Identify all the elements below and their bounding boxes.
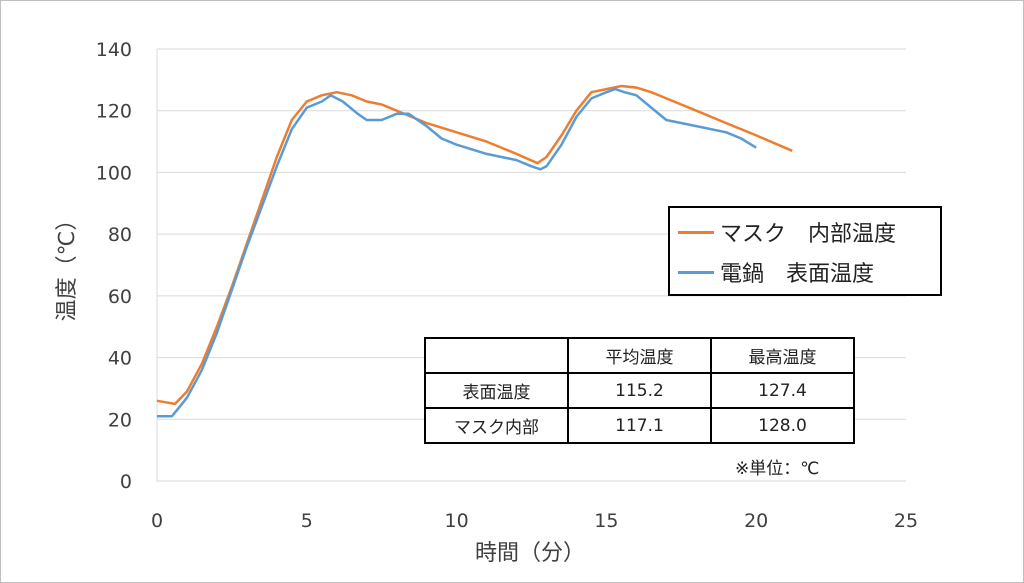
legend-swatch-pot <box>678 270 714 274</box>
tick-labels: 0 20 40 60 80 100 120 140 0 5 10 15 20 25 <box>96 39 918 532</box>
y-tick-label: 140 <box>96 39 132 61</box>
legend-item-mask: マスク 内部温度 <box>678 214 896 250</box>
y-axis-label: 温度（℃） <box>55 209 80 322</box>
stats-cell: 128.0 <box>710 407 855 444</box>
x-tick-label: 15 <box>594 510 618 532</box>
stats-table: 平均温度 最高温度 表面温度 115.2 127.4 マスク内部 117.1 1… <box>424 337 855 444</box>
legend-item-pot: 電鍋 表面温度 <box>678 254 874 290</box>
stats-cell: 117.1 <box>567 407 712 444</box>
y-tick-label: 60 <box>108 286 132 308</box>
series-lines <box>156 84 793 418</box>
stats-cell: マスク内部 <box>424 407 569 444</box>
stats-cell: 115.2 <box>567 372 712 409</box>
x-tick-label: 5 <box>301 510 313 532</box>
y-tick-label: 20 <box>108 409 132 431</box>
stats-header-cell: 最高温度 <box>710 337 855 374</box>
stats-cell: 127.4 <box>710 372 855 409</box>
legend-label-mask: マスク 内部温度 <box>720 222 897 247</box>
stats-header-cell: 平均温度 <box>567 337 712 374</box>
stats-header-cell <box>424 337 569 374</box>
x-tick-label: 25 <box>894 510 918 532</box>
x-axis-label: 時間（分） <box>475 541 585 566</box>
legend-label-pot: 電鍋 表面温度 <box>720 262 875 287</box>
legend-swatch-mask <box>678 230 714 234</box>
gridlines <box>156 48 906 482</box>
stats-row: 表面温度 115.2 127.4 <box>424 372 855 409</box>
y-tick-label: 100 <box>96 162 132 184</box>
x-tick-label: 0 <box>151 510 163 532</box>
y-tick-label: 0 <box>120 471 132 493</box>
series-line <box>157 87 757 418</box>
stats-row: マスク内部 117.1 128.0 <box>424 407 855 444</box>
unit-note: ※単位：℃ <box>735 459 820 479</box>
legend: マスク 内部温度 電鍋 表面温度 <box>668 206 942 296</box>
x-tick-label: 10 <box>445 510 469 532</box>
y-tick-label: 40 <box>108 348 132 370</box>
x-tick-label: 20 <box>744 510 768 532</box>
y-tick-label: 120 <box>96 101 132 123</box>
y-tick-label: 80 <box>108 224 132 246</box>
stats-cell: 表面温度 <box>424 372 569 409</box>
stats-header-row: 平均温度 最高温度 <box>424 337 855 374</box>
